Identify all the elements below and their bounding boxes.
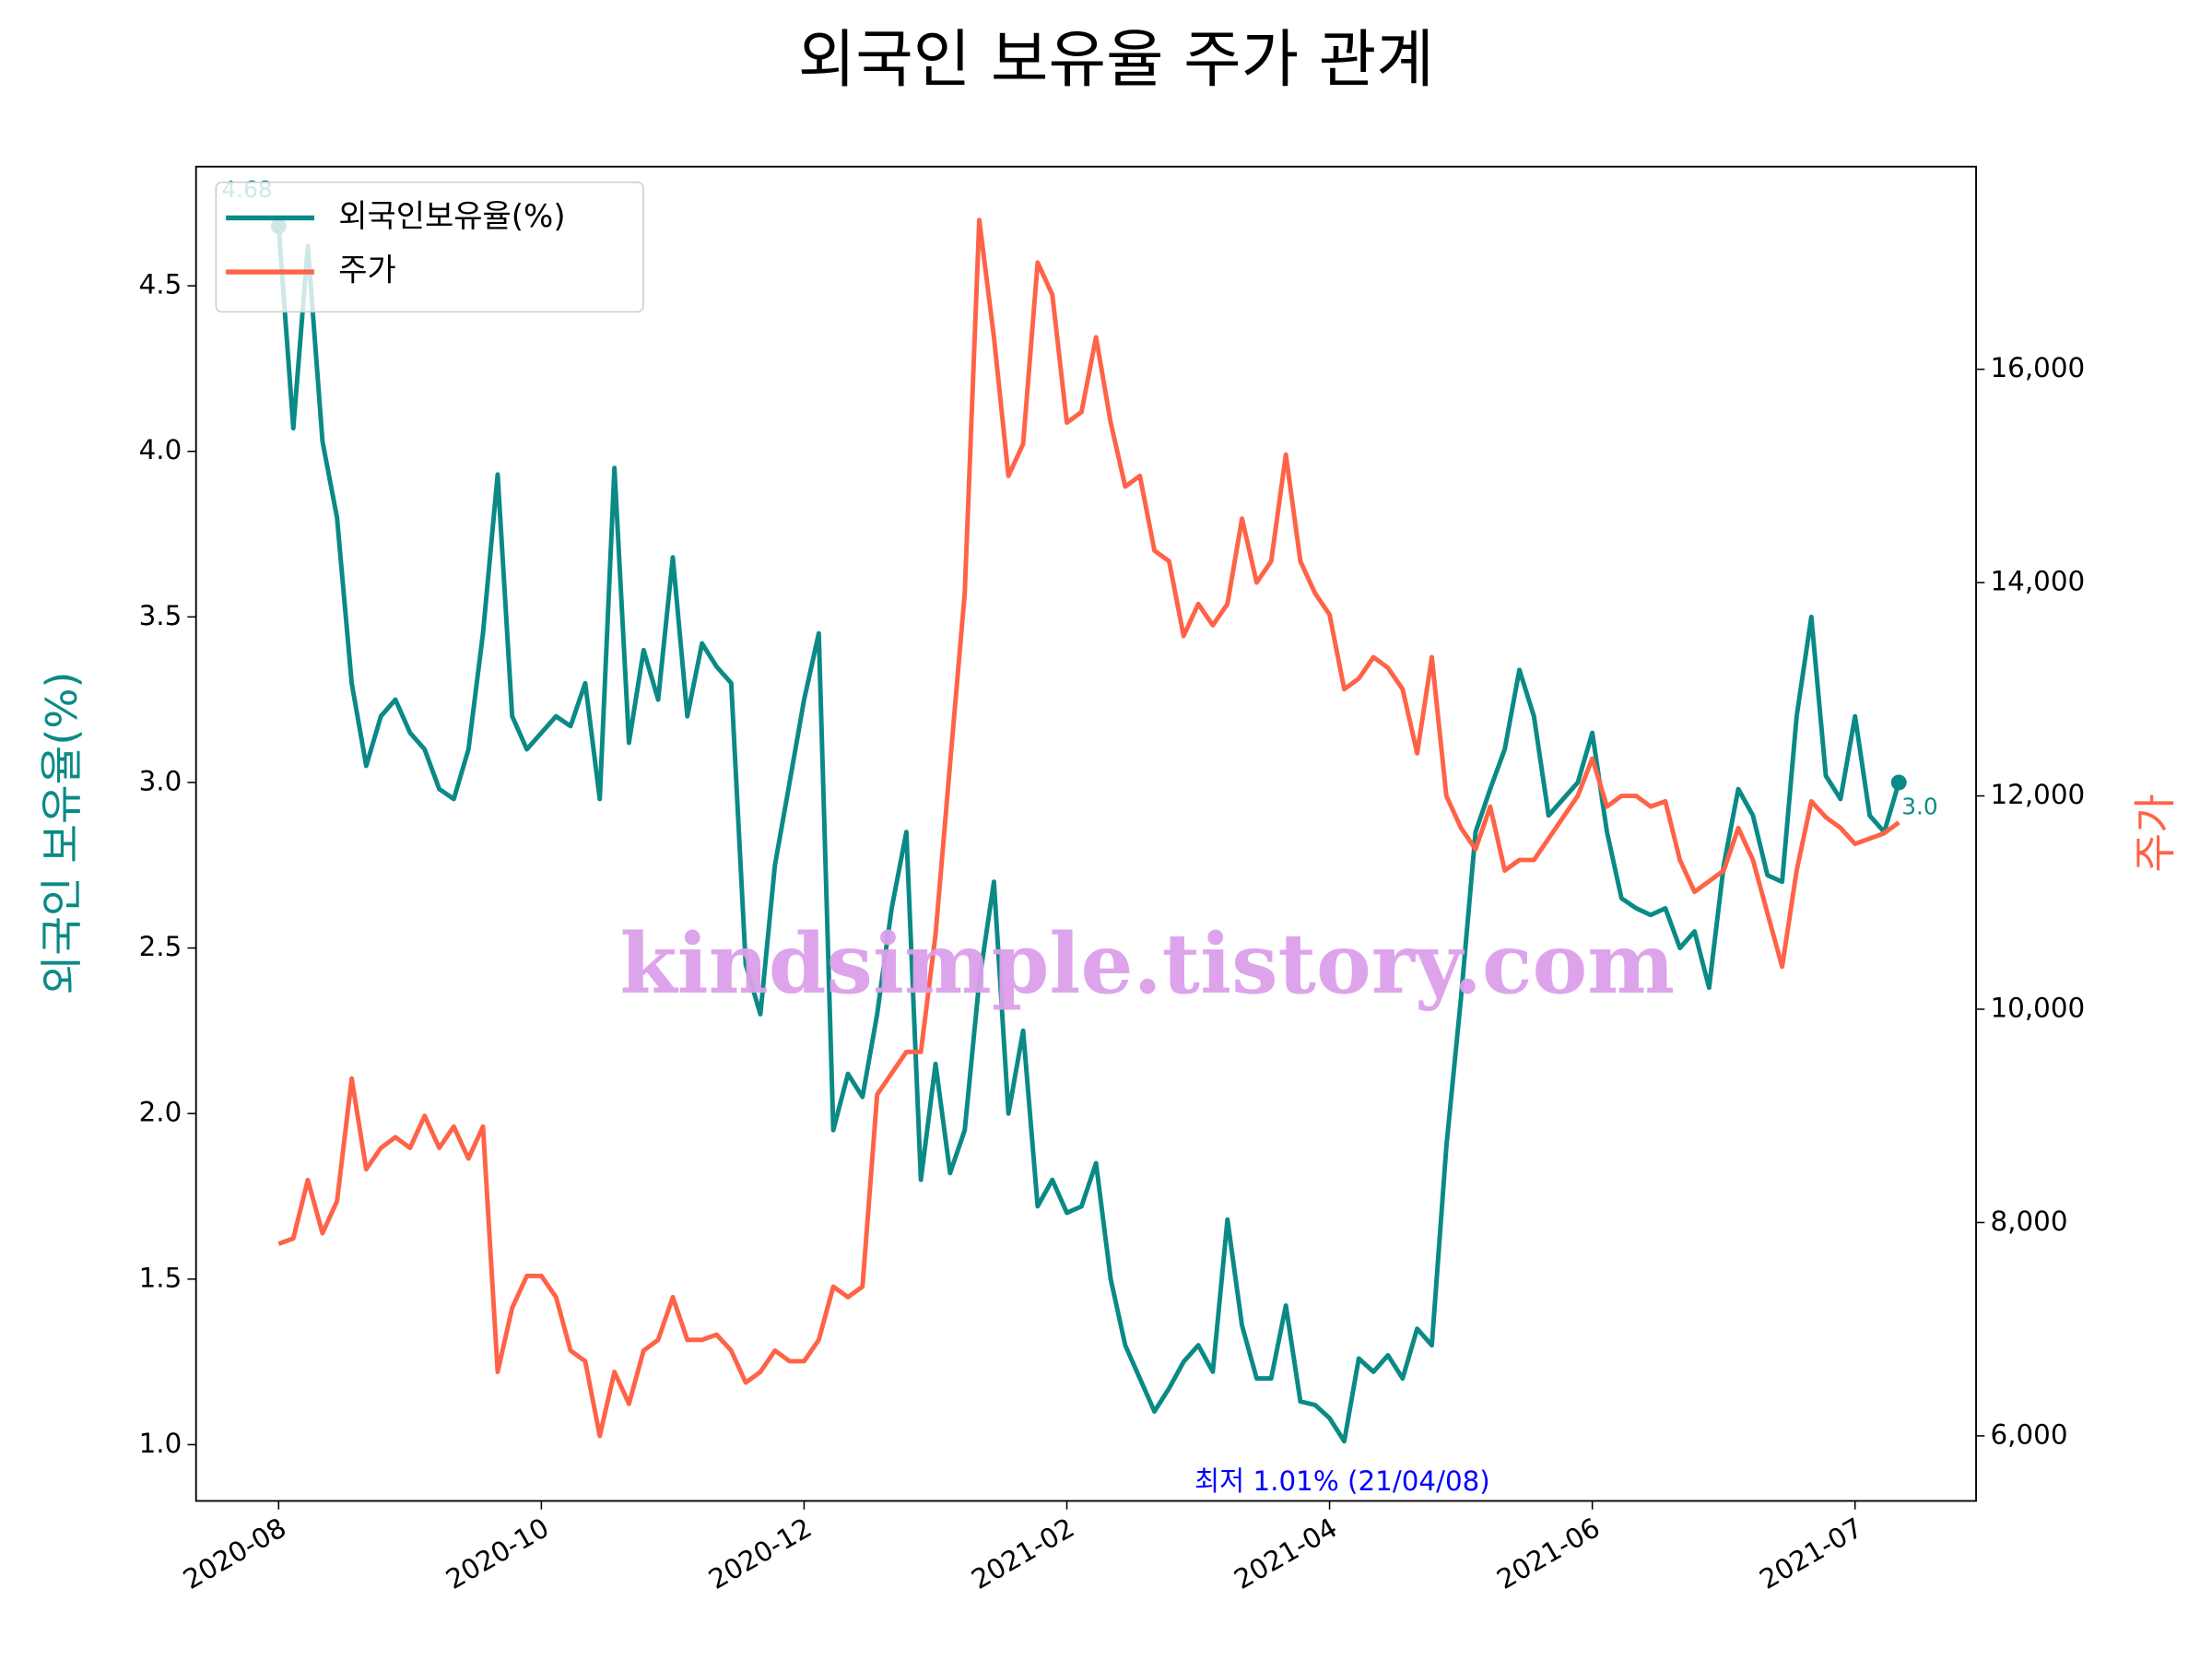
legend-box [215, 181, 644, 313]
value-label: 3.0 [1901, 794, 1937, 820]
y-tick-label: 3.0 [139, 765, 182, 796]
annotation: 최저 1.01% (21/04/08) [1194, 1465, 1490, 1497]
watermark: kindsimple.tistory.com [620, 916, 1676, 1013]
y-tick-label: 1.0 [139, 1428, 182, 1459]
y2-tick-label: 12,000 [1990, 779, 2085, 810]
y2-tick-label: 8,000 [1990, 1206, 2067, 1237]
y2-tick-label: 6,000 [1990, 1418, 2067, 1450]
y2-tick-label: 10,000 [1990, 993, 2085, 1024]
chart-title: 외국인 보유율 주가 관계 [798, 24, 1434, 97]
y-axis-label: 외국인 보유율(%) [37, 671, 87, 994]
series-line [277, 218, 1900, 1439]
legend-label: 외국인보유율(%) [338, 198, 565, 235]
point-marker [1890, 774, 1907, 791]
legend-label: 주가 [338, 253, 396, 289]
y-tick-label: 1.5 [139, 1262, 182, 1293]
y2-tick-label: 14,000 [1990, 566, 2085, 597]
y2-axis-label: 주가 [2130, 794, 2180, 872]
y-tick-label: 2.5 [139, 931, 182, 962]
y-tick-label: 3.5 [139, 600, 182, 631]
y-tick-label: 2.0 [139, 1097, 182, 1128]
plot-frame [194, 165, 1977, 1502]
y-tick-label: 4.0 [139, 434, 182, 465]
series-line [276, 226, 1901, 1444]
y2-tick-label: 16,000 [1990, 352, 2085, 383]
y-tick-label: 4.5 [139, 269, 182, 300]
